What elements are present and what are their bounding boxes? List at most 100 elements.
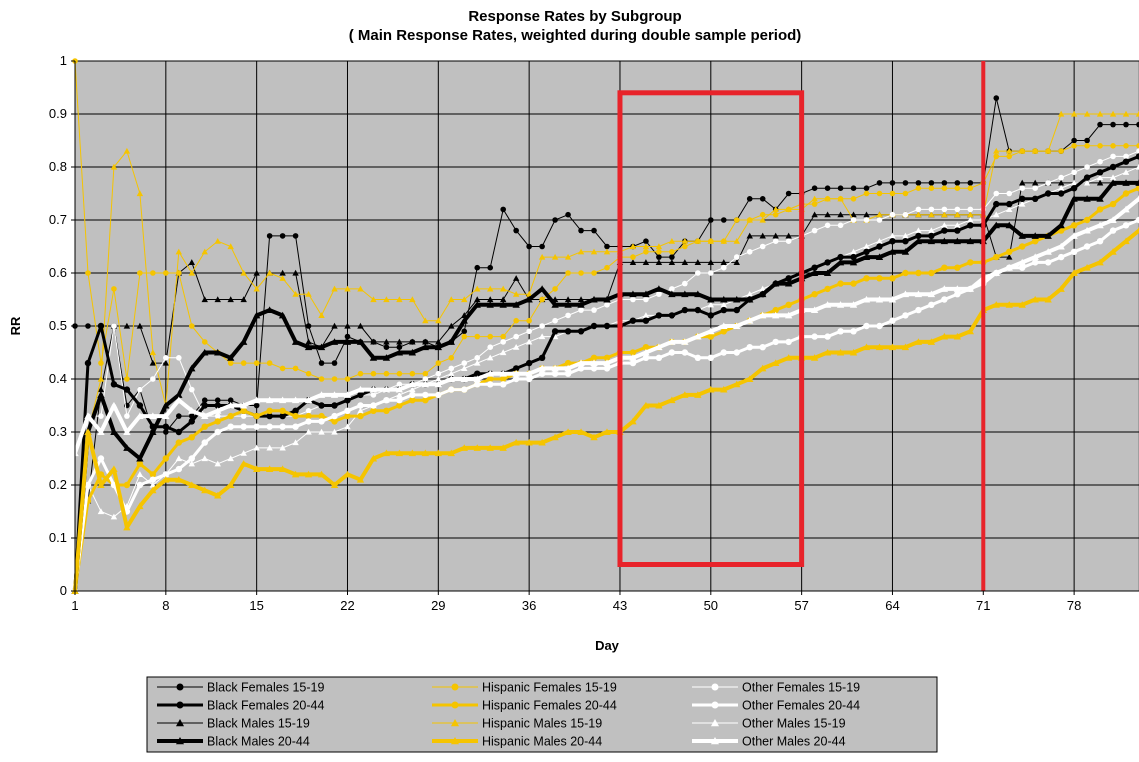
data-point (201, 348, 209, 356)
data-point (824, 195, 831, 202)
data-point (201, 296, 208, 303)
data-point (811, 291, 818, 298)
data-point (240, 413, 247, 419)
data-point (785, 338, 792, 346)
data-point (876, 237, 883, 244)
data-point (682, 280, 688, 287)
data-point (1083, 179, 1091, 186)
data-point (1070, 232, 1078, 239)
data-point (525, 338, 533, 345)
data-point (305, 418, 312, 425)
data-point (889, 190, 896, 197)
data-point (1109, 216, 1117, 223)
data-point (318, 376, 325, 382)
data-point (1070, 179, 1078, 186)
data-point (253, 269, 260, 276)
data-point (810, 354, 819, 361)
legend-item-other-males-15-19: Other Males 15-19 (692, 717, 846, 731)
data-point (344, 285, 351, 292)
data-point (253, 285, 260, 292)
data-point (578, 270, 584, 276)
data-point (733, 237, 740, 244)
data-point (473, 375, 481, 382)
y-tick-label: 0.8 (49, 159, 67, 174)
legend-marker (175, 736, 185, 745)
data-point (850, 185, 857, 191)
data-point (1070, 222, 1078, 229)
data-point (487, 264, 494, 271)
data-point (863, 190, 870, 197)
data-point (240, 407, 247, 414)
data-point (383, 296, 390, 303)
data-point (772, 211, 779, 218)
data-point (383, 370, 390, 377)
data-point (1110, 121, 1116, 128)
data-point (1031, 253, 1039, 261)
data-point (214, 418, 221, 425)
data-point (124, 376, 130, 382)
data-point (1044, 232, 1052, 239)
legend-label: Hispanic Females 20-44 (482, 699, 617, 713)
legend-label: Other Females 15-19 (742, 681, 860, 695)
data-point (97, 508, 105, 515)
data-point (279, 233, 286, 239)
data-point (940, 285, 949, 292)
data-point (538, 333, 546, 340)
data-point (448, 370, 455, 377)
data-point (396, 402, 403, 409)
data-point (474, 296, 481, 303)
data-point (876, 243, 883, 250)
data-point (382, 449, 391, 457)
data-point (331, 412, 338, 420)
data-point (1135, 179, 1139, 186)
data-point (214, 407, 222, 414)
data-point (785, 190, 792, 197)
data-point (681, 338, 689, 345)
data-point (862, 295, 871, 303)
data-point (928, 180, 935, 186)
data-point (188, 407, 196, 414)
data-point (876, 190, 883, 197)
data-point (603, 295, 611, 303)
data-point (513, 317, 519, 324)
data-point (591, 307, 597, 313)
data-point (824, 211, 831, 218)
data-point (344, 376, 351, 382)
data-point (875, 295, 884, 303)
data-point (1109, 248, 1117, 255)
data-point (551, 328, 559, 335)
data-point (150, 376, 156, 382)
data-point (539, 323, 545, 329)
data-point (1109, 227, 1117, 234)
legend-item-hispanic-males-20-44: Hispanic Males 20-44 (432, 735, 602, 749)
data-point (344, 322, 351, 329)
data-point (499, 375, 507, 383)
data-point (810, 269, 819, 276)
data-point (837, 185, 844, 191)
data-point (993, 190, 1000, 197)
data-point (1031, 232, 1039, 239)
data-point (551, 433, 559, 441)
legend-label: Hispanic Females 15-19 (482, 681, 617, 695)
data-point (810, 306, 819, 314)
data-point (382, 385, 391, 393)
data-point (643, 238, 649, 244)
data-point (1058, 148, 1064, 154)
data-point (305, 408, 312, 414)
data-point (460, 444, 468, 451)
y-tick-label: 0.6 (49, 265, 67, 280)
data-point (720, 349, 727, 356)
data-point (824, 222, 831, 229)
data-point (227, 360, 234, 366)
data-point (565, 211, 571, 218)
data-point (240, 360, 247, 366)
data-point (500, 333, 506, 340)
data-point (201, 397, 208, 404)
data-point (1084, 164, 1090, 170)
data-point (369, 354, 378, 361)
data-point (318, 418, 325, 425)
data-point (954, 185, 961, 191)
data-point (954, 291, 961, 298)
data-point (538, 285, 546, 292)
